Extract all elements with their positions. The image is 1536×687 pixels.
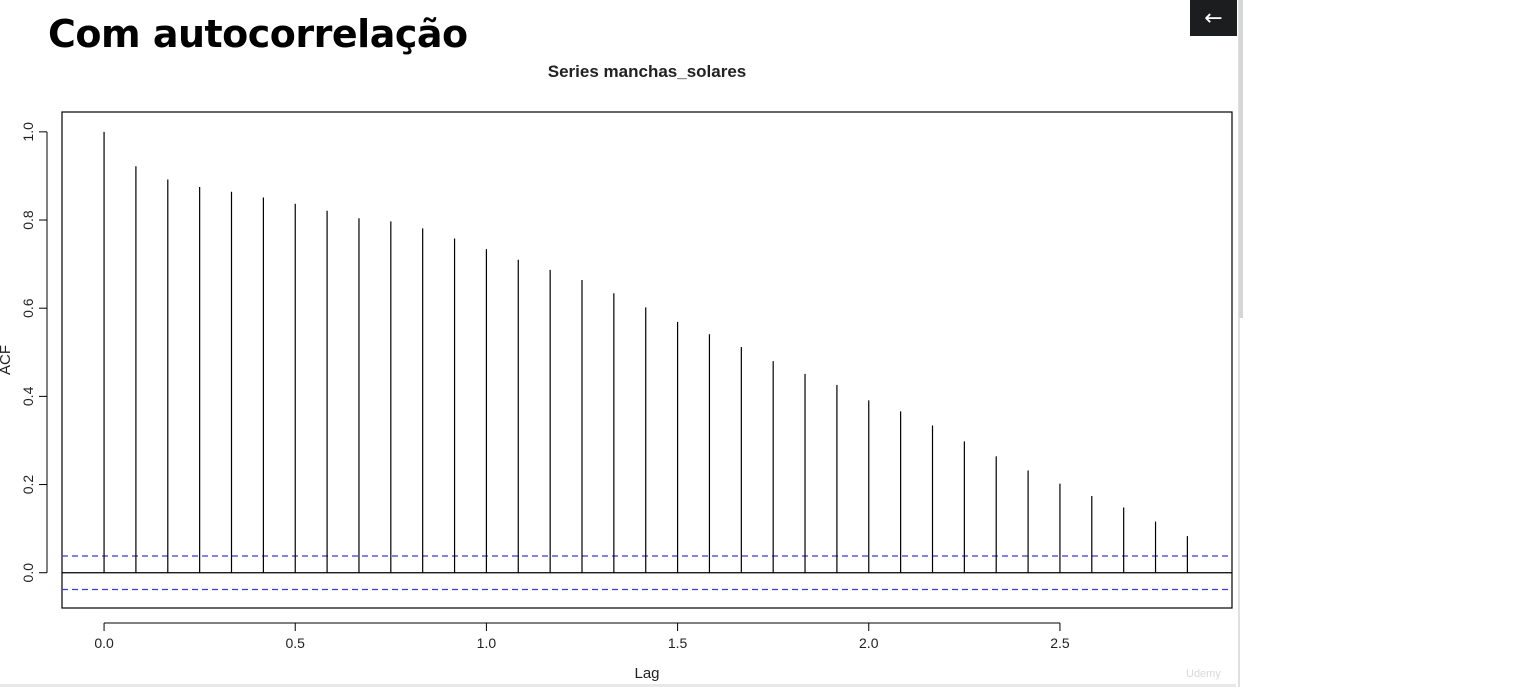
x-tick-label: 0.0 <box>94 635 114 651</box>
scrollbar-thumb[interactable] <box>1239 0 1243 318</box>
slide-title: Com autocorrelação <box>48 12 468 56</box>
y-tick-label: 0.2 <box>20 475 36 495</box>
y-tick-label: 0.8 <box>20 210 36 230</box>
y-tick-label: 0.6 <box>20 298 36 318</box>
x-tick-label: 1.5 <box>668 635 688 651</box>
arrow-left-icon: ← <box>1204 5 1223 31</box>
y-tick-label: 0.0 <box>20 563 36 583</box>
x-tick-label: 2.5 <box>1050 635 1070 651</box>
bottom-divider <box>0 684 1236 687</box>
x-tick-label: 1.0 <box>477 635 497 651</box>
y-axis-label: ACF <box>0 345 14 375</box>
chart-title: Series manchas_solares <box>548 62 746 81</box>
acf-chart: Series manchas_solares 0.0 0.5 1.0 1.5 2.0 2.… <box>0 62 1233 682</box>
y-tick-label: 0.4 <box>20 386 36 406</box>
back-button[interactable]: ← <box>1190 0 1237 36</box>
plot-frame <box>61 111 1233 609</box>
y-tick-label: 1.0 <box>20 122 36 142</box>
watermark: Udemy <box>1186 668 1221 680</box>
x-tick-label: 2.0 <box>859 635 879 651</box>
right-panel <box>1238 0 1536 687</box>
x-tick-label: 0.5 <box>286 635 306 651</box>
x-axis-label: Lag <box>634 665 659 682</box>
